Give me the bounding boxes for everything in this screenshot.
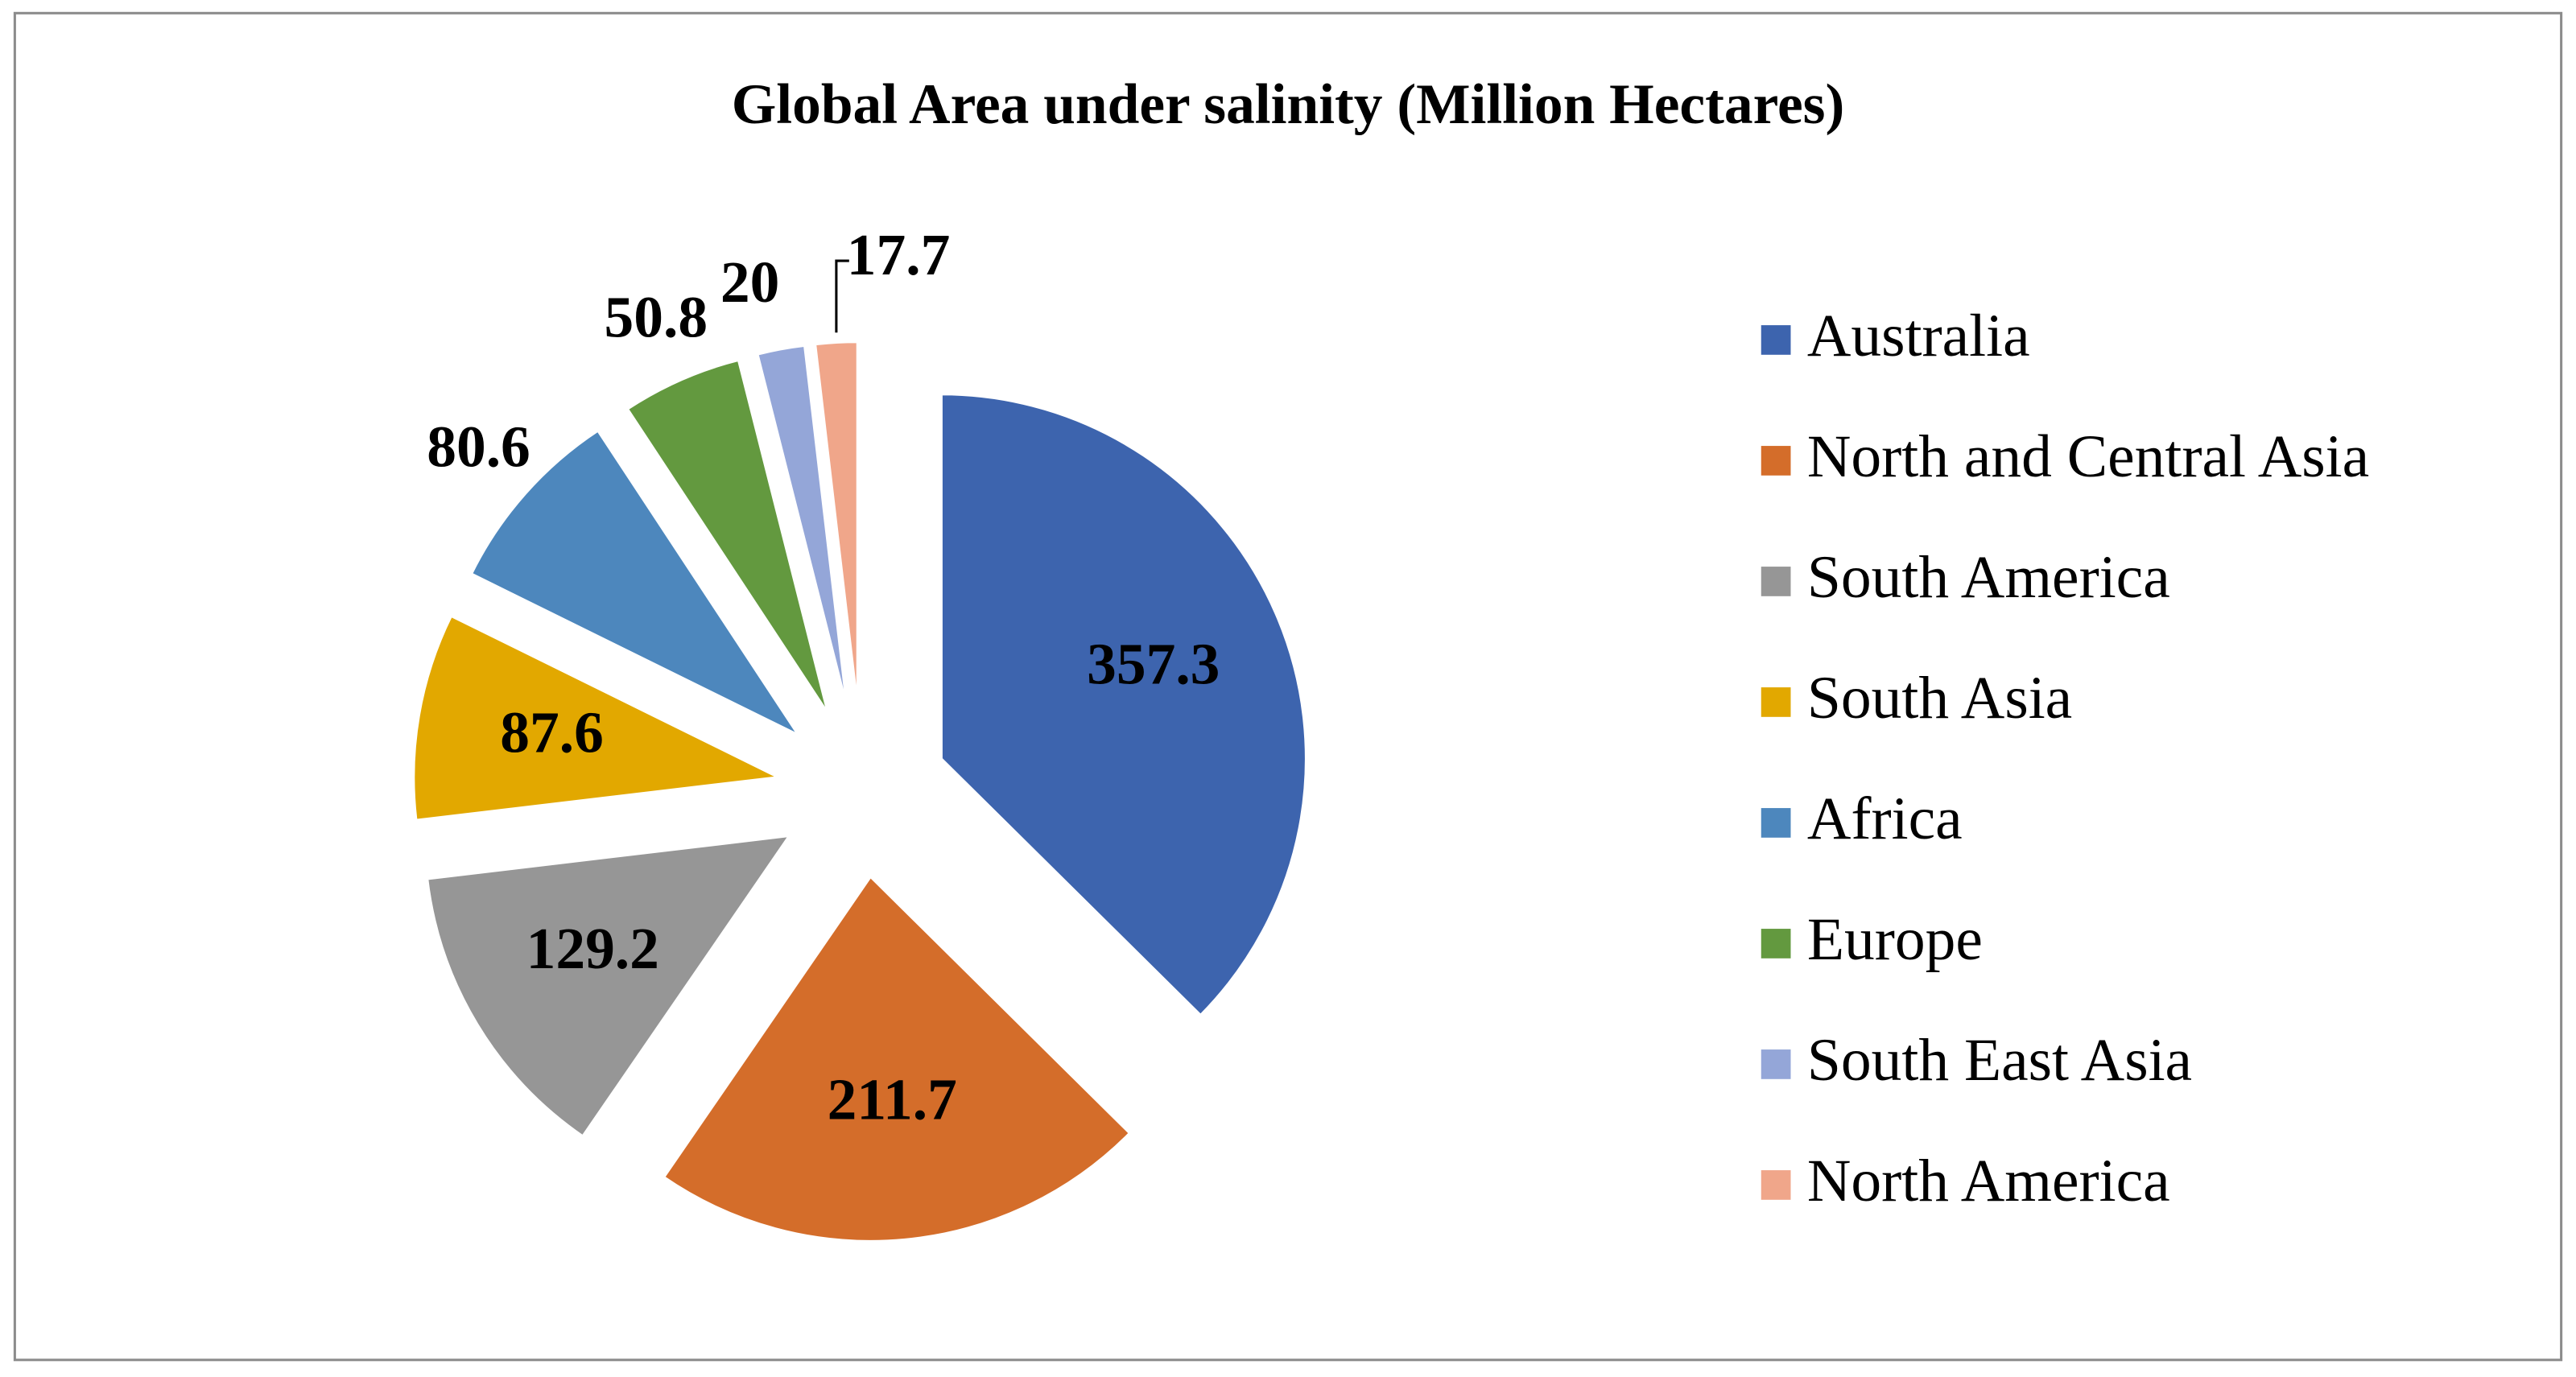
legend-swatch — [1761, 1170, 1791, 1200]
leader-line — [835, 259, 849, 333]
legend-label: Europe — [1807, 906, 1983, 973]
data-label: 80.6 — [427, 414, 530, 479]
data-label: 129.2 — [526, 916, 659, 981]
data-label: 20 — [720, 249, 779, 315]
legend-label: Australia — [1807, 303, 2030, 369]
legend-swatch — [1761, 687, 1791, 717]
legend-swatch — [1761, 808, 1791, 838]
pie-slice — [412, 614, 783, 822]
legend-label: South East Asia — [1807, 1027, 2192, 1094]
pie-slice — [426, 834, 792, 1138]
legend-swatch — [1761, 325, 1791, 355]
pie-slice — [756, 344, 848, 708]
legend-swatch — [1761, 567, 1791, 596]
legend-label: North and Central Asia — [1807, 423, 2369, 490]
data-label: 87.6 — [500, 699, 604, 765]
pie-slice — [625, 358, 830, 715]
data-label: 50.8 — [605, 284, 708, 349]
data-label: 357.3 — [1087, 632, 1220, 697]
pie-slice — [939, 393, 1307, 1017]
legend-label: South America — [1807, 544, 2170, 611]
legend-label: South Asia — [1807, 665, 2072, 732]
legend-label: Africa — [1807, 785, 1963, 852]
chart-title: Global Area under salinity (Million Hect… — [732, 72, 1844, 136]
pie-slice — [469, 428, 803, 739]
data-label: 17.7 — [847, 222, 951, 287]
legend-swatch — [1761, 446, 1791, 476]
legend-swatch — [1761, 1049, 1791, 1079]
legend-label: North America — [1807, 1148, 2170, 1214]
pie-slice — [662, 874, 1132, 1243]
pie-slice — [813, 340, 859, 707]
data-label: 211.7 — [828, 1066, 957, 1132]
legend-swatch — [1761, 929, 1791, 959]
